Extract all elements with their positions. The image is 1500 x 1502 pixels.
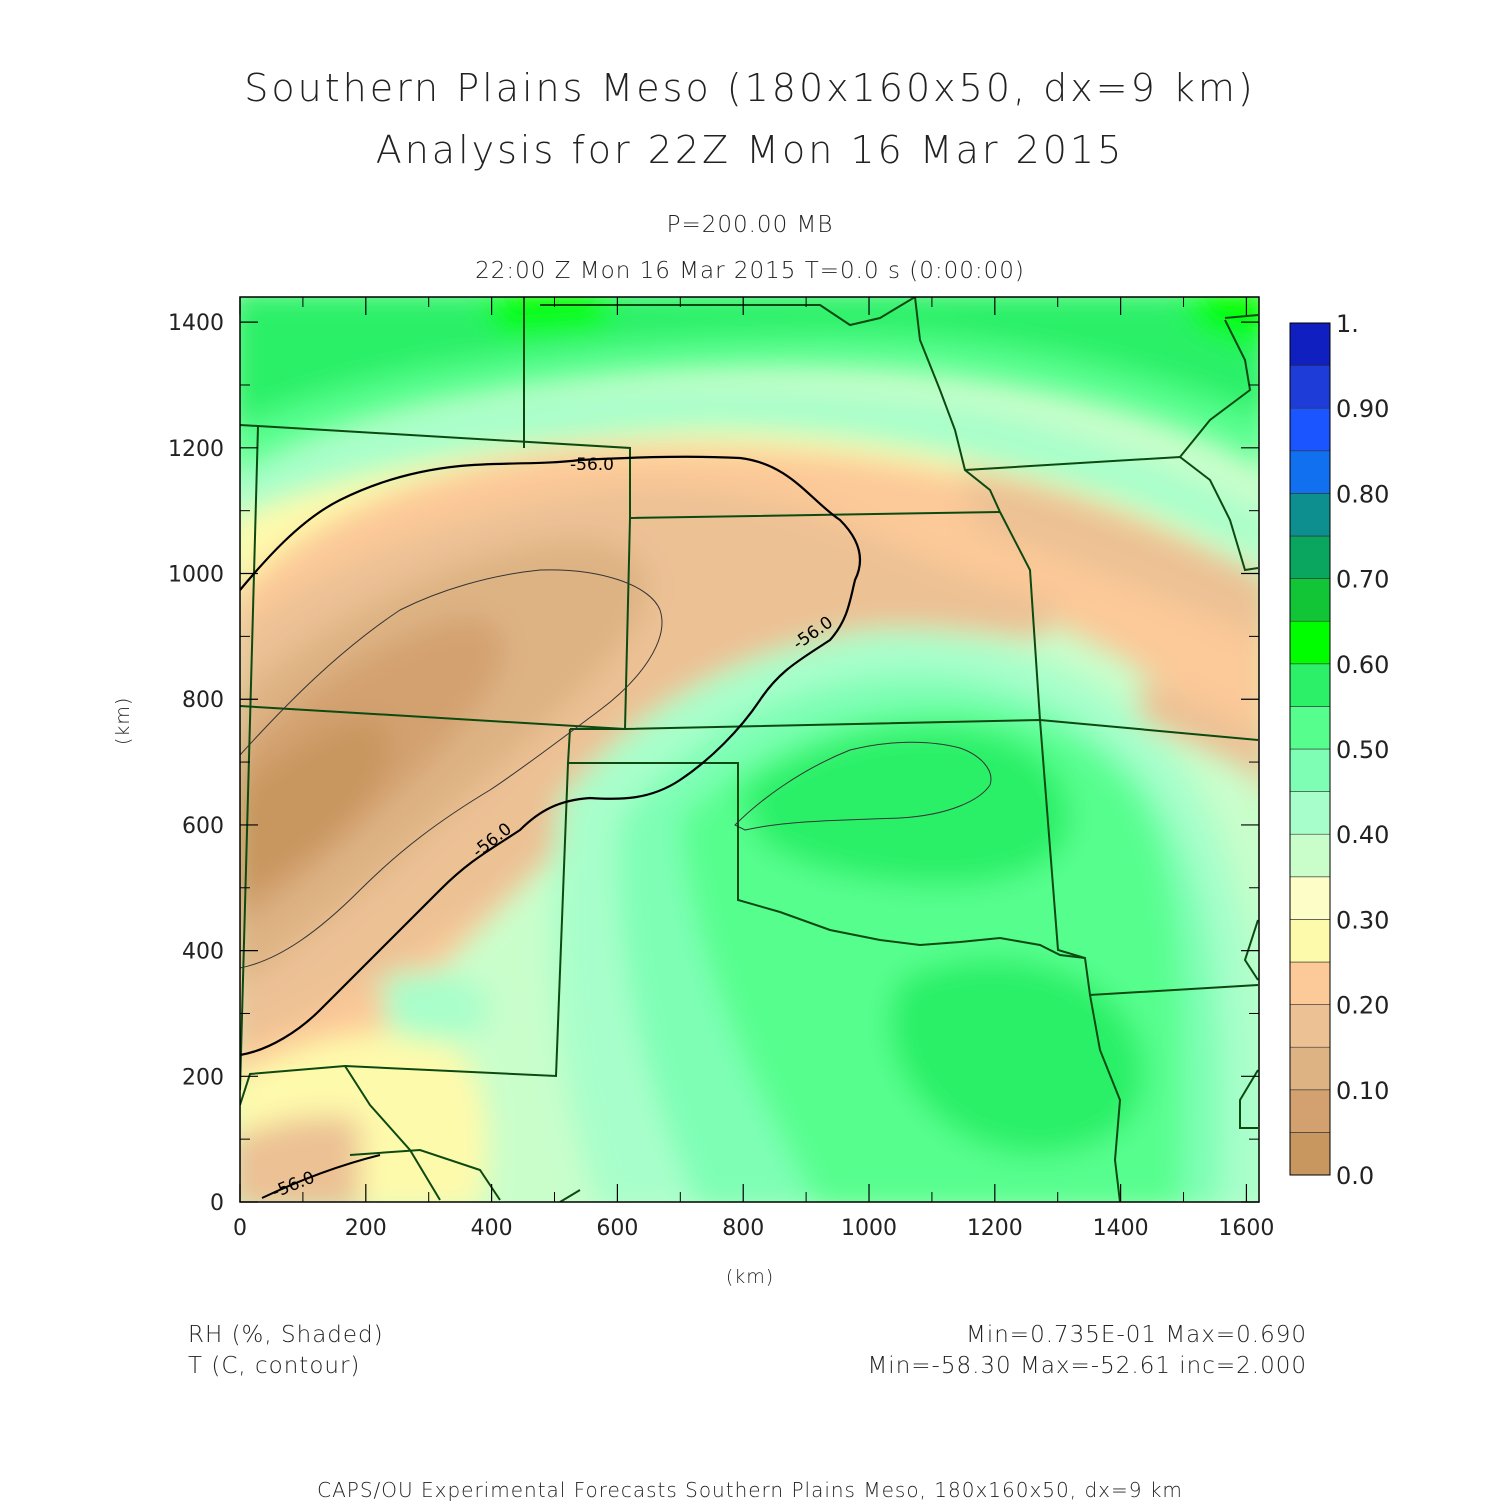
rh-shaded-field [240,297,1259,1202]
pressure-level-label: P=200.00 MB [666,212,834,238]
colorbar-label: 0.20 [1336,992,1389,1020]
y-axis: 0 200 400 600 800 1000 1200 1400 [168,311,1259,1216]
y-tick-label: 400 [182,940,224,965]
y-tick-label: 600 [182,814,224,839]
x-tick-label: 1200 [967,1216,1023,1241]
x-tick-label: 400 [471,1216,513,1241]
colorbar-bin [1289,1046,1331,1091]
colorbar: 1. 0.90 0.80 0.70 0.60 0.50 0.40 0.30 0.20 0.10 0.… [1289,310,1389,1190]
colorbar-bin [1289,365,1331,409]
y-tick-label: 1200 [168,437,224,462]
colorbar-label: 0.90 [1336,395,1389,423]
colorbar-bin [1289,833,1331,878]
colorbar-bin [1289,407,1331,452]
colorbar-label: 0.50 [1336,736,1389,764]
x-tick-label: 1400 [1093,1216,1149,1241]
colorbar-bin [1289,663,1331,707]
x-tick-label: 800 [722,1216,764,1241]
field2-description: T (C, contour) [188,1353,361,1379]
x-tick-label: 200 [345,1216,387,1241]
y-axis-title: (km) [112,696,134,745]
y-tick-label: 1400 [168,311,224,336]
x-tick-label: 1000 [841,1216,897,1241]
chart-title-line1: Southern Plains Meso (180x160x50, dx=9 k… [244,66,1256,110]
colorbar-bin [1289,322,1331,366]
field2-stats: Min=-58.30 Max=-52.61 inc=2.000 [867,1353,1307,1379]
colorbar-label: 0.80 [1336,480,1389,508]
colorbar-bin [1289,876,1331,920]
colorbar-bin [1289,706,1331,750]
colorbar-bin [1289,535,1331,579]
colorbar-label: 0.30 [1336,906,1389,934]
colorbar-bin [1289,1132,1331,1176]
valid-time-label: 22:00 Z Mon 16 Mar 2015 T=0.0 s (0:00:00… [475,258,1025,284]
colorbar-bin [1289,961,1331,1005]
colorbar-bin [1289,919,1331,963]
colorbar-bin [1289,1089,1331,1133]
colorbar-label: 0.10 [1336,1077,1389,1105]
colorbar-label: 0.40 [1336,821,1389,849]
x-tick-label: 600 [596,1216,638,1241]
footer-credit: CAPS/OU Experimental Forecasts Southern … [317,1478,1183,1502]
colorbar-bin [1289,620,1331,665]
colorbar-label: 1. [1336,310,1359,338]
colorbar-label: 0.0 [1336,1162,1374,1190]
y-tick-label: 800 [182,688,224,713]
state-boundaries [240,297,1259,1202]
plot-frame [239,296,1260,1203]
colorbar-bin [1289,748,1331,792]
x-axis-title: (km) [725,1266,775,1288]
colorbar-bin [1289,493,1331,537]
colorbar-label: 0.60 [1336,651,1389,679]
colorbar-bin [1289,1004,1331,1048]
colorbar-bin [1289,450,1331,494]
y-tick-label: 1000 [168,563,224,588]
temperature-contours [240,455,992,1199]
x-axis: 0 200 400 600 800 1000 1200 1400 1600 [233,297,1274,1241]
field1-stats: Min=0.735E-01 Max=0.690 [965,1322,1307,1348]
colorbar-bin [1289,791,1331,835]
field1-description: RH (%, Shaded) [188,1322,384,1348]
colorbar-bin [1289,578,1331,622]
contour-label: -56.0 [570,455,614,475]
chart-title-line2: Analysis for 22Z Mon 16 Mar 2015 [375,128,1125,172]
colorbar-frame [1289,322,1331,1176]
y-tick-label: 200 [182,1065,224,1090]
x-tick-label: 0 [233,1216,247,1241]
x-tick-label: 1600 [1218,1216,1274,1241]
colorbar-label: 0.70 [1336,566,1389,594]
y-tick-label: 0 [210,1191,224,1216]
